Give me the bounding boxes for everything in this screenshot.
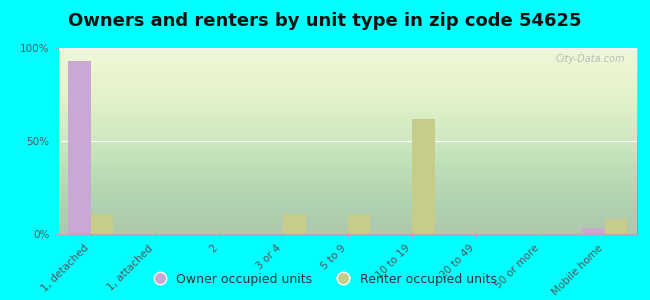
Bar <box>90 214 113 234</box>
Text: Owners and renters by unit type in zip code 54625: Owners and renters by unit type in zip c… <box>68 12 582 30</box>
Legend: Owner occupied units, Renter occupied units: Owner occupied units, Renter occupied un… <box>148 268 502 291</box>
Bar <box>582 228 605 234</box>
Text: City-Data.com: City-Data.com <box>556 54 625 64</box>
Bar <box>348 214 370 234</box>
Bar <box>283 214 306 234</box>
Bar <box>68 61 90 234</box>
Bar <box>605 219 627 234</box>
Bar <box>412 119 434 234</box>
